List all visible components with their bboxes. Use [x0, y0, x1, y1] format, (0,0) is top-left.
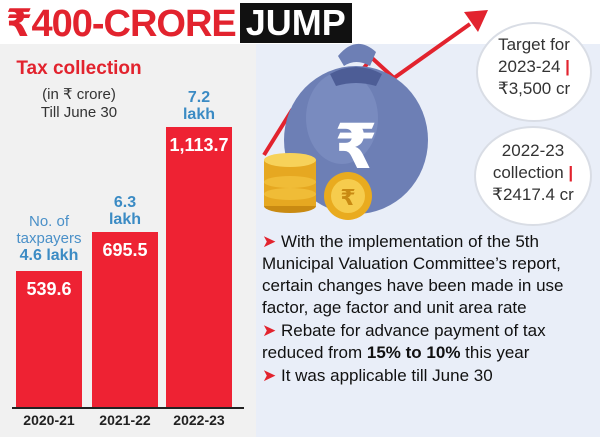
bullet-rebate: ➤ Rebate for advance payment of tax redu… — [262, 321, 546, 362]
bullet-list: ➤ With the implementation of the 5th Mun… — [262, 231, 596, 388]
taxpayers-label: No. of taxpayers 4.6 lakh — [16, 213, 82, 265]
headline: ₹400-CRORE JUMP — [6, 2, 352, 45]
chart-unit: (in ₹ crore) — [42, 86, 116, 103]
bar-2022-23 — [166, 127, 232, 407]
collection-line1: 2022-23 — [501, 141, 565, 160]
chart-title: Tax collection — [16, 58, 142, 79]
taxpayers-label: 6.3 lakh — [108, 194, 141, 229]
x-tick-label: 2020-21 — [23, 412, 75, 428]
bar-2021-22 — [92, 232, 158, 407]
target-amount: ₹3,500 cr — [497, 79, 571, 98]
bullet-arrow-icon: ➤ — [262, 321, 277, 340]
bar-value-label: 539.6 — [26, 279, 72, 300]
collection-amount: ₹2417.4 cr — [492, 185, 574, 204]
svg-text:₹: ₹ — [340, 186, 355, 211]
gold-coins-icon: ₹ — [264, 153, 372, 220]
collection-line2: collection | — [492, 163, 574, 182]
x-tick-label: 2021-22 — [99, 412, 151, 428]
bar-2020-21 — [16, 271, 82, 407]
target-line1: Target for — [498, 35, 570, 54]
bullet-applicable: ➤ It was applicable till June 30 — [262, 366, 493, 385]
target-line2: 2023-24 | — [498, 57, 570, 76]
bar-value-label: 695.5 — [102, 240, 148, 261]
chart-period: Till June 30 — [40, 104, 118, 121]
headline-highlight: JUMP — [239, 3, 352, 43]
taxpayers-label: 7.2 lakh — [182, 89, 215, 123]
bar-value-label: 1,113.7 — [169, 135, 229, 155]
target-bubble: Target for 2023-24 | ₹3,500 cr — [476, 22, 592, 122]
x-tick-label: 2022-23 — [173, 412, 225, 428]
bullet-arrow-icon: ➤ — [262, 366, 277, 385]
bullet-valuation: ➤ With the implementation of the 5th Mun… — [262, 232, 564, 317]
rupee-money-bag-icon: ₹ — [284, 43, 428, 214]
headline-prefix: ₹400-CRORE — [6, 2, 237, 45]
collection-bubble: 2022-23 collection | ₹2417.4 cr — [474, 126, 592, 226]
bullet-arrow-icon: ➤ — [262, 232, 277, 251]
illustration: ₹ ₹ — [262, 10, 488, 220]
x-axis — [12, 407, 244, 409]
svg-text:₹: ₹ — [334, 110, 377, 183]
